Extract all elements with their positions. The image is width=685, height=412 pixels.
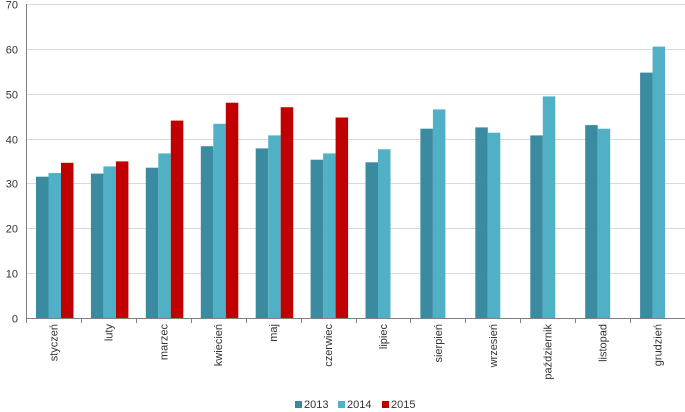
legend-swatch-2013 <box>295 401 302 408</box>
legend-swatch-2015 <box>382 401 389 408</box>
y-tick-label: 60 <box>6 45 18 57</box>
bar-2014-10 <box>597 128 611 318</box>
bar-2014-2 <box>158 153 171 318</box>
x-category-label: grudzień <box>653 324 665 366</box>
bar-2013-10 <box>585 125 598 318</box>
bar-2014-9 <box>542 96 556 319</box>
y-axis-ticks: 0 10 20 30 40 50 60 70 <box>6 0 18 326</box>
bar-2014-0 <box>48 173 61 318</box>
bar-2015-4 <box>280 107 294 318</box>
y-tick-label: 20 <box>6 224 18 236</box>
y-tick-label: 50 <box>6 90 18 102</box>
bar-2013-8 <box>475 127 488 319</box>
bar-2013-9 <box>530 135 543 318</box>
bar-2014-6 <box>378 149 391 318</box>
y-tick-label: 10 <box>6 269 18 281</box>
bar-2013-3 <box>200 146 214 318</box>
bar-2014-8 <box>487 132 501 318</box>
bar-2013-11 <box>640 72 653 318</box>
bar-2013-4 <box>255 148 269 318</box>
x-category-label: marzec <box>158 324 170 361</box>
bar-2013-6 <box>365 162 378 318</box>
bar-2015-3 <box>225 102 239 318</box>
x-category-label: kwiecień <box>213 324 225 366</box>
x-category-label: lipiec <box>378 324 390 350</box>
bar-2014-11 <box>652 46 666 318</box>
y-tick-label: 70 <box>6 0 18 12</box>
bar-2013-7 <box>420 128 433 318</box>
x-category-label: wrzesień <box>488 324 500 368</box>
legend: 2013 2014 2015 <box>295 399 415 411</box>
x-category-label: listopad <box>598 324 610 362</box>
bars <box>36 46 666 319</box>
y-tick-label: 30 <box>6 179 18 191</box>
legend-label-2014: 2014 <box>347 399 371 411</box>
bar-2014-5 <box>323 153 336 318</box>
legend-label-2015: 2015 <box>391 399 415 411</box>
x-category-label: maj <box>268 324 280 342</box>
x-category-label: październik <box>543 324 555 380</box>
bar-2015-1 <box>115 161 129 318</box>
category-labels: styczeń luty marzec kwiecień maj czerwiec lipi… <box>48 324 664 380</box>
y-tick-label: 40 <box>6 135 18 147</box>
y-tick-label: 0 <box>12 314 18 326</box>
grid-lines <box>26 4 685 274</box>
bar-2013-2 <box>145 167 159 318</box>
bar-2015-5 <box>335 117 349 318</box>
bar-2014-3 <box>213 123 226 318</box>
axes <box>26 4 685 323</box>
x-category-label: czerwiec <box>323 324 335 367</box>
legend-swatch-2014 <box>338 401 345 408</box>
bar-2015-0 <box>61 162 74 318</box>
bar-2013-5 <box>310 159 324 318</box>
x-category-label: luty <box>103 324 115 342</box>
bar-2015-2 <box>170 120 184 318</box>
bar-2014-4 <box>268 135 281 318</box>
bar-2013-1 <box>90 173 104 318</box>
bar-2014-1 <box>103 166 116 318</box>
bar-2014-7 <box>432 109 446 319</box>
x-category-label: styczeń <box>48 324 60 361</box>
bar-2013-0 <box>36 176 49 318</box>
x-category-label: sierpień <box>433 324 445 363</box>
legend-label-2013: 2013 <box>304 399 328 411</box>
